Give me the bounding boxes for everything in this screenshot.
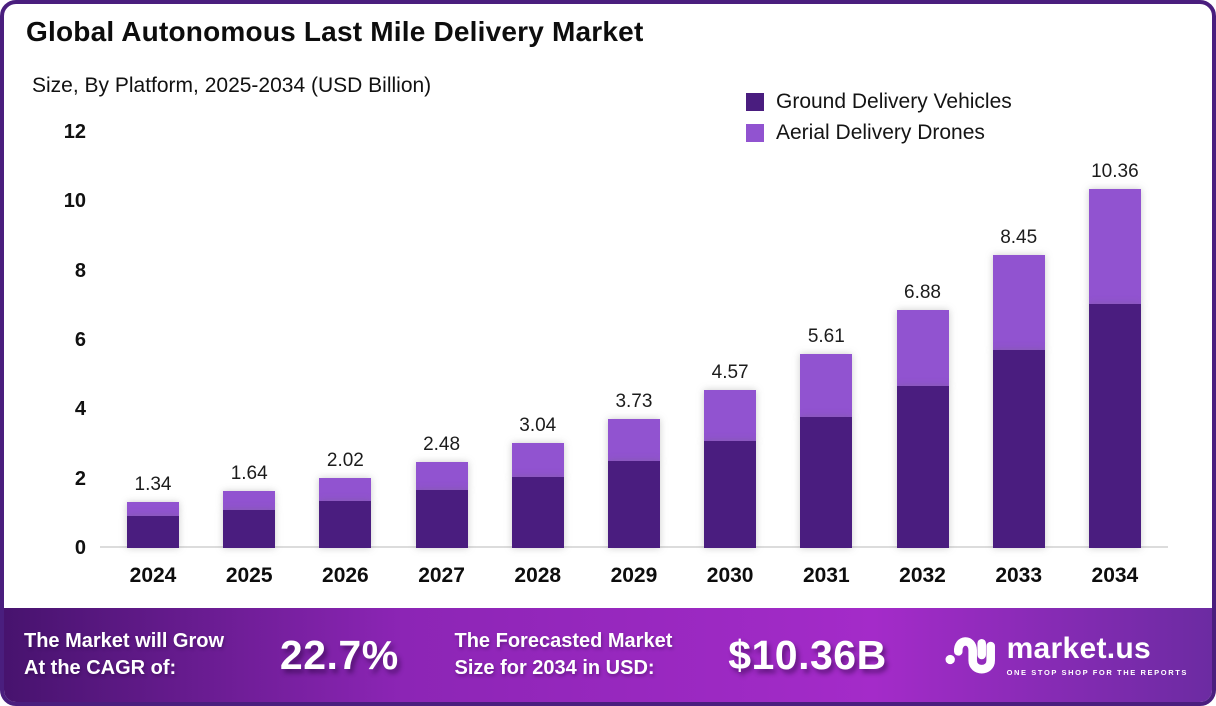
x-axis-labels: 2024 2025 2026 2027 2028 2029 2030 2031 2032 2033…	[100, 564, 1168, 588]
bar-segment-ground	[800, 417, 853, 548]
y-axis-tick: 8	[74, 259, 86, 282]
x-axis-label-2025: 2025	[225, 564, 273, 587]
bar-segment-aerial	[127, 501, 179, 517]
bar-segment-aerial	[223, 491, 276, 510]
x-axis-label-2034: 2034	[1091, 564, 1139, 587]
cagr-label-line1: The Market will Grow	[24, 630, 225, 652]
y-axis-tick: 6	[74, 329, 86, 351]
bar-segment-ground	[896, 386, 949, 548]
y-axis-tick: 12	[63, 121, 86, 143]
bar-segment-aerial	[896, 309, 949, 387]
x-axis-label-2028: 2028	[514, 564, 562, 587]
brand-text: market.us ONE STOP SHOP FOR THE REPORTS	[1007, 633, 1188, 677]
bar-total-label: 8.45	[1000, 227, 1038, 249]
x-axis-label-2026: 2026	[322, 564, 369, 587]
cagr-label: The Market will Grow At the CAGR of:	[24, 628, 224, 682]
bar-2029: 3.73	[589, 392, 679, 548]
market-us-logo-icon	[945, 637, 995, 674]
bar-total-label: 2.48	[423, 434, 461, 456]
bar-segment-ground	[319, 500, 372, 548]
bar-total-label: 10.36	[1091, 160, 1139, 182]
forecast-label-line1: The Forecasted Market	[454, 630, 673, 652]
bar-2024: 1.34	[108, 475, 198, 548]
bars: 1.34 1.64 2.02 2.48 3.04 3.73 4.57 5.61 6.88 8.45…	[100, 128, 1168, 548]
bar-2032: 6.88	[878, 283, 968, 548]
bar-total-label: 1.64	[230, 463, 268, 485]
footer-banner: The Market will Grow At the CAGR of: 22.…	[4, 608, 1212, 702]
legend-swatch-ground	[746, 93, 764, 111]
bar-segment-ground	[127, 516, 179, 548]
cagr-label-line2: At the CAGR of:	[24, 657, 177, 679]
bar-segment-ground	[704, 440, 757, 548]
bar-segment-ground	[992, 350, 1045, 548]
bar-total-label: 4.57	[711, 361, 749, 383]
bar-2028: 3.04	[493, 416, 583, 548]
x-axis-label-2033: 2033	[995, 564, 1043, 587]
bar-segment-aerial	[992, 255, 1045, 351]
bar-segment-ground	[1088, 304, 1141, 548]
legend: Ground Delivery Vehicles Aerial Delivery…	[746, 90, 1012, 145]
chart-subtitle: Size, By Platform, 2025-2034 (USD Billio…	[32, 74, 432, 97]
legend-item-ground: Ground Delivery Vehicles	[746, 90, 1012, 114]
y-axis-tick: 0	[74, 537, 86, 559]
brand-logo: market.us ONE STOP SHOP FOR THE REPORTS	[943, 628, 1188, 682]
bar-segment-aerial	[511, 442, 564, 477]
bar-2026: 2.02	[300, 451, 390, 548]
bar-segment-aerial	[607, 418, 660, 461]
brand-tagline: ONE STOP SHOP FOR THE REPORTS	[1006, 667, 1188, 677]
y-axis-tick: 4	[74, 398, 86, 421]
bar-total-label: 5.61	[807, 325, 845, 347]
cagr-value: 22.7%	[279, 631, 399, 678]
y-axis-tick: 2	[74, 467, 86, 490]
bar-segment-ground	[415, 489, 468, 548]
y-axis-tick: 10	[63, 190, 86, 213]
legend-item-aerial: Aerial Delivery Drones	[746, 121, 1012, 145]
bar-segment-ground	[223, 509, 276, 548]
forecast-value: $10.36B	[728, 631, 887, 678]
legend-label-aerial: Aerial Delivery Drones	[776, 121, 985, 144]
bar-2025: 1.64	[204, 464, 294, 548]
bar-segment-ground	[511, 476, 564, 548]
x-axis-label-2027: 2027	[418, 564, 465, 587]
x-axis-label-2024: 2024	[129, 564, 177, 587]
forecast-label: The Forecasted Market Size for 2034 in U…	[455, 628, 673, 682]
x-axis-label-2031: 2031	[802, 564, 850, 587]
bar-2031: 5.61	[781, 327, 871, 548]
bar-segment-aerial	[1088, 188, 1141, 305]
brand-name: market.us	[1006, 632, 1152, 666]
bar-2027: 2.48	[397, 435, 487, 548]
bar-total-label: 1.34	[134, 473, 172, 495]
bar-total-label: 3.73	[615, 390, 653, 412]
bar-total-label: 2.02	[326, 449, 364, 471]
x-axis-label-2029: 2029	[610, 564, 658, 587]
plot-area: 0 2 4 6 8 10 12 1.34 1.64 2.02 2.48 3.04 3.73 4.57 5.…	[64, 122, 1168, 558]
bar-total-label: 3.04	[519, 414, 557, 436]
bar-2034: 10.36	[1070, 162, 1160, 548]
forecast-label-line2: Size for 2034 in USD:	[454, 657, 655, 679]
bar-segment-aerial	[800, 353, 853, 418]
legend-label-ground: Ground Delivery Vehicles	[776, 90, 1012, 113]
legend-swatch-aerial	[746, 124, 764, 142]
bar-segment-aerial	[704, 389, 757, 441]
bar-2030: 4.57	[685, 363, 775, 548]
bar-2033: 8.45	[974, 228, 1064, 548]
bar-segment-ground	[607, 460, 660, 548]
x-axis-label-2030: 2030	[706, 564, 754, 587]
page-title: Global Autonomous Last Mile Delivery Mar…	[26, 16, 644, 47]
bar-segment-aerial	[319, 477, 372, 501]
bar-segment-aerial	[415, 462, 468, 490]
x-axis-label-2032: 2032	[899, 564, 946, 587]
bar-total-label: 6.88	[904, 281, 941, 303]
